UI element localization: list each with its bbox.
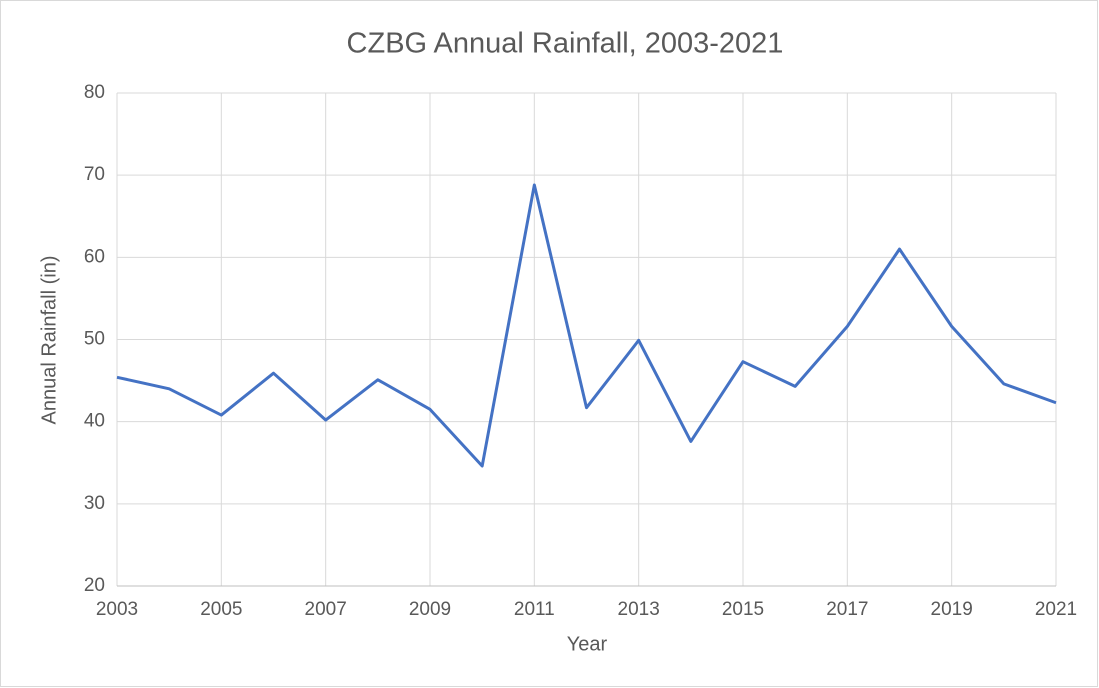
x-tick-label: 2007 <box>305 599 347 620</box>
x-tick-label: 2011 <box>514 599 555 620</box>
y-tick-label: 80 <box>84 82 105 103</box>
data-line <box>116 183 1057 468</box>
y-axis-title: Annual Rainfall (in) <box>38 256 60 425</box>
x-tick-label: 2009 <box>409 599 451 620</box>
x-tick-label: 2019 <box>931 599 973 620</box>
x-tick-label: 2005 <box>200 599 242 620</box>
y-tick-label: 50 <box>84 329 105 350</box>
x-tick-label: 2017 <box>826 599 868 620</box>
chart-title: CZBG Annual Rainfall, 2003-2021 <box>347 28 784 60</box>
y-tick-label: 30 <box>84 493 105 514</box>
y-tick-label: 20 <box>84 575 105 596</box>
x-tick-label: 2015 <box>722 599 764 620</box>
y-tick-label: 70 <box>84 164 105 185</box>
y-tick-label: 60 <box>84 246 105 267</box>
x-tick-label: 2003 <box>96 599 138 620</box>
x-tick-label: 2013 <box>618 599 660 620</box>
x-tick-label: 2021 <box>1035 599 1077 620</box>
y-tick-label: 40 <box>84 411 105 432</box>
x-axis-title: Year <box>567 633 608 655</box>
